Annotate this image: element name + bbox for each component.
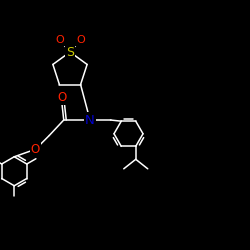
Text: O: O	[76, 35, 85, 45]
Text: O: O	[31, 143, 40, 156]
Text: O: O	[56, 35, 64, 45]
Text: S: S	[66, 46, 74, 59]
Text: O: O	[57, 91, 66, 104]
Text: N: N	[85, 114, 95, 126]
